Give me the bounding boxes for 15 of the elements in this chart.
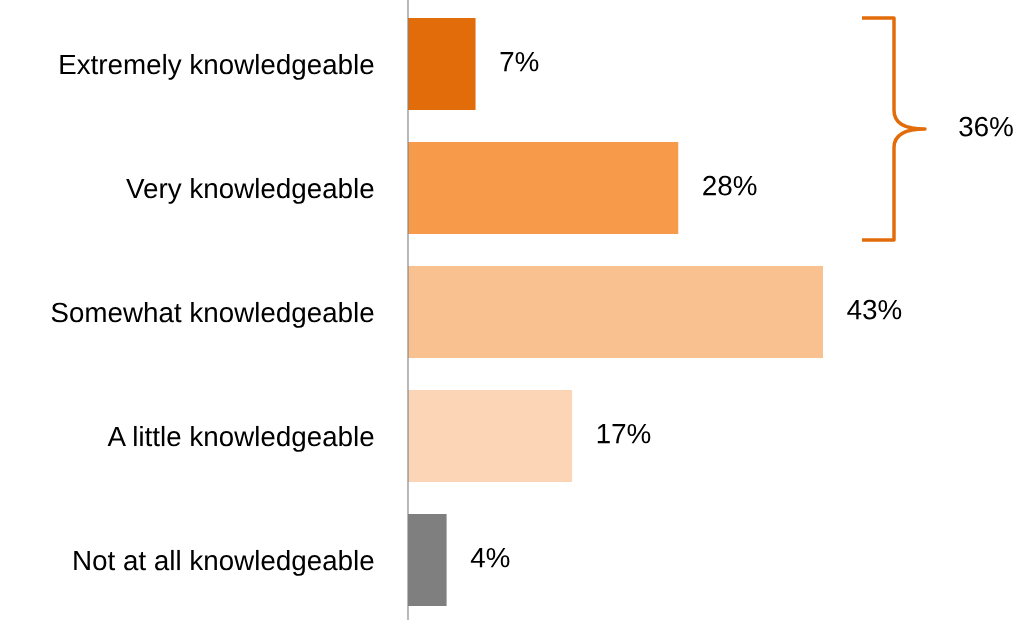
y-tick-label: A little knowledgeable [107, 425, 374, 452]
y-tick-label: Extremely knowledgeable [60, 53, 374, 80]
bar [408, 142, 679, 234]
data-label: 4% [470, 547, 510, 568]
y-tick-label: Very knowledgeable [126, 177, 374, 204]
y-tick-label: Somewhat knowledgeable [51, 301, 374, 328]
bar [408, 390, 573, 482]
bar [408, 18, 476, 110]
y-tick-label: Not at all knowledgeable [74, 549, 374, 576]
data-label: 28% [703, 175, 757, 196]
data-label: 43% [847, 299, 902, 320]
data-label: 17% [597, 423, 651, 444]
bar [408, 266, 823, 358]
text: 36% [959, 116, 1013, 137]
data-label: 7% [500, 51, 539, 72]
